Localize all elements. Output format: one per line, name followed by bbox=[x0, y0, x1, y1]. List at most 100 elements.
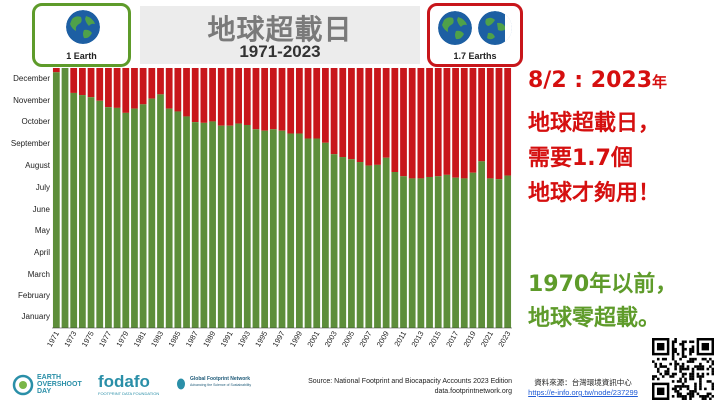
x-tick-label: 1993 bbox=[236, 330, 252, 349]
overshoot-bar-segment bbox=[495, 68, 503, 180]
x-tick-label: 1997 bbox=[271, 330, 287, 349]
overshoot-bar-segment bbox=[96, 68, 104, 101]
biocapacity-bar-segment bbox=[226, 125, 234, 328]
overshoot-bar-segment bbox=[200, 68, 208, 123]
overshoot-bar-segment bbox=[391, 68, 399, 172]
qr-code[interactable] bbox=[652, 338, 714, 400]
biocapacity-bar-segment bbox=[382, 157, 390, 328]
source-line-1: Source: National Footprint and Biocapaci… bbox=[308, 378, 512, 385]
overshoot-bar-segment bbox=[374, 68, 381, 165]
biocapacity-bar-segment bbox=[174, 111, 182, 328]
biocapacity-bar-segment bbox=[304, 138, 312, 328]
x-tick-label: 2007 bbox=[357, 330, 373, 349]
note-line-2: 地球零超載。 bbox=[528, 306, 661, 331]
biocapacity-bar-segment bbox=[504, 175, 512, 328]
biocapacity-bar-segment bbox=[148, 98, 156, 329]
overshoot-bar-segment bbox=[191, 68, 199, 123]
biocapacity-bar-segment bbox=[70, 92, 78, 328]
overshoot-bar-segment bbox=[304, 68, 312, 139]
biocapacity-bar-segment bbox=[61, 68, 69, 328]
overshoot-bar-segment bbox=[78, 68, 86, 96]
eod-line-2: OVERSHOOT bbox=[37, 381, 82, 388]
biocapacity-bar-segment bbox=[452, 177, 459, 328]
x-tick-label: 2013 bbox=[409, 330, 425, 349]
overshoot-bar-segment bbox=[443, 68, 451, 175]
y-tick-label: September bbox=[10, 139, 50, 149]
earth-overshoot-day-logo: EARTH OVERSHOOT DAY bbox=[12, 374, 92, 396]
one-point-seven-earths-label: 1.7 Earths bbox=[453, 51, 497, 61]
overshoot-bar-segment bbox=[408, 68, 416, 179]
overshoot-bar-segment bbox=[252, 68, 260, 130]
one-earth-label: 1 Earth bbox=[66, 51, 97, 61]
x-tick-label: 1995 bbox=[253, 330, 269, 349]
y-tick-label: April bbox=[33, 248, 50, 258]
earth-globe-icon bbox=[438, 11, 472, 45]
overshoot-bar-segment bbox=[105, 68, 112, 108]
x-tick-label: 1991 bbox=[219, 330, 235, 349]
biocapacity-bar-segment bbox=[243, 124, 251, 328]
biocapacity-bar-segment bbox=[408, 178, 416, 328]
biocapacity-bar-segment bbox=[113, 107, 121, 328]
biocapacity-bar-segment bbox=[165, 108, 173, 328]
overshoot-bar-segment bbox=[217, 68, 225, 126]
x-tick-label: 1977 bbox=[97, 330, 113, 349]
recycle-earth-icon bbox=[12, 374, 34, 396]
fodafo-wordmark: fodafo bbox=[98, 372, 150, 391]
overshoot-bar-segment bbox=[148, 68, 156, 99]
overshoot-bar-segment bbox=[87, 68, 95, 98]
credit-note: 資料來源：台灣環境資訊中心 https://e-info.org.tw/node… bbox=[520, 378, 646, 398]
biocapacity-bar-segment bbox=[131, 108, 138, 328]
biocapacity-bar-segment bbox=[200, 122, 208, 329]
y-tick-label: July bbox=[35, 183, 50, 193]
overshoot-bar-segment bbox=[209, 68, 216, 122]
one-point-seven-earths-box: 1.7 Earths bbox=[427, 3, 523, 67]
biocapacity-bar-segment bbox=[183, 116, 190, 328]
overshoot-bar-segment bbox=[113, 68, 121, 108]
biocapacity-bar-segment bbox=[391, 172, 399, 328]
overshoot-bar-segment bbox=[122, 68, 130, 113]
earth-globe-icon bbox=[66, 10, 100, 44]
x-tick-label: 1987 bbox=[184, 330, 200, 349]
overshoot-bar-segment bbox=[469, 68, 477, 173]
chart-title: 地球超載日 bbox=[207, 13, 353, 46]
biocapacity-bar-segment bbox=[339, 157, 347, 328]
biocapacity-bar-segment bbox=[252, 129, 260, 328]
overshoot-bar-segment bbox=[243, 68, 251, 125]
overshoot-bar-segment bbox=[356, 68, 364, 163]
overshoot-bar-segment bbox=[330, 68, 338, 155]
overshoot-bar-segment bbox=[426, 68, 433, 177]
y-tick-label: August bbox=[25, 160, 50, 170]
overshoot-bar-segment bbox=[434, 68, 442, 177]
y-tick-label: December bbox=[13, 74, 50, 84]
eod-line-3: DAY bbox=[37, 388, 52, 395]
overshoot-bar-segment bbox=[313, 68, 321, 139]
overshoot-bar-segment bbox=[382, 68, 390, 158]
x-tick-label: 1971 bbox=[45, 330, 61, 349]
source-note: Source: National Footprint and Biocapaci… bbox=[270, 377, 512, 397]
credit-link[interactable]: https://e-info.org.tw/node/237299 bbox=[528, 388, 638, 397]
overshoot-bar-segment bbox=[339, 68, 347, 158]
x-tick-label: 1973 bbox=[62, 330, 78, 349]
overshoot-bar-segment bbox=[486, 68, 494, 179]
biocapacity-bar-segment bbox=[278, 130, 286, 328]
note-line-1: 1970年以前， bbox=[528, 272, 678, 297]
overshoot-bar-segment bbox=[269, 68, 277, 130]
one-earth-box: 1 Earth bbox=[32, 3, 131, 67]
biocapacity-bar-segment bbox=[469, 172, 477, 328]
biocapacity-bar-segment bbox=[313, 138, 321, 328]
overshoot-bar-segment bbox=[365, 68, 373, 166]
overshoot-bar-segment bbox=[261, 68, 269, 131]
biocapacity-bar-segment bbox=[217, 125, 225, 328]
overshoot-bar-segment bbox=[417, 68, 425, 179]
biocapacity-bar-segment bbox=[478, 161, 486, 328]
y-tick-label: November bbox=[13, 95, 50, 105]
overshoot-bar-segment bbox=[460, 68, 468, 179]
biocapacity-bar-segment bbox=[322, 142, 329, 328]
biocapacity-bar-segment bbox=[122, 112, 130, 328]
overshoot-bar-segment bbox=[174, 68, 182, 112]
overshoot-bar-segment bbox=[287, 68, 295, 134]
biocapacity-bar-segment bbox=[495, 179, 503, 328]
overshoot-bar-segment bbox=[165, 68, 173, 109]
biocapacity-bar-segment bbox=[356, 162, 364, 328]
